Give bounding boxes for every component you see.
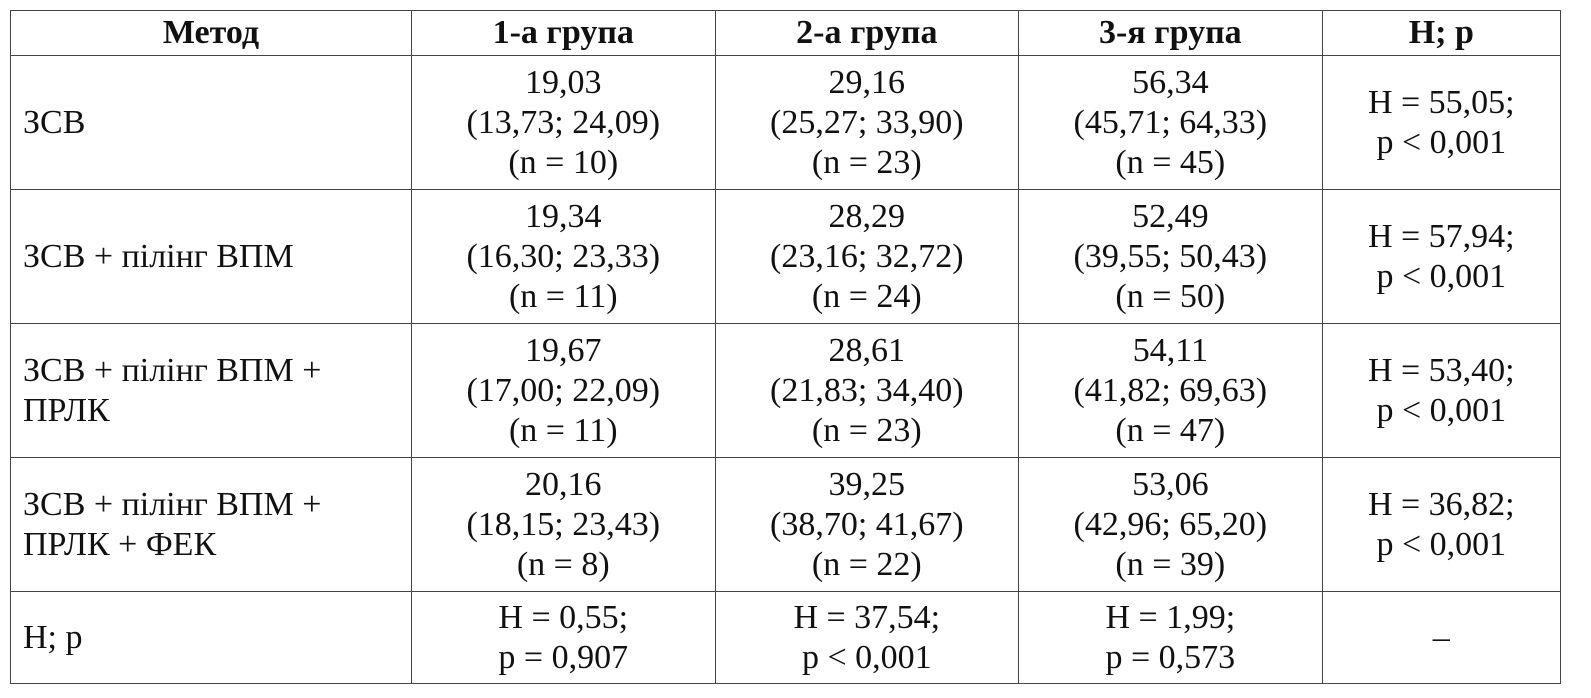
data-cell: 29,16 (25,27; 33,90) (n = 23) [714,55,1020,190]
table-body: ЗСВ 19,03 (13,73; 24,09) (n = 10) 29,16 (25,2… [10,55,1562,684]
cell-line: H = 36,82; [1367,485,1515,523]
cell-line: (18,15; 23,43) [466,505,661,543]
cell-line: 29,16 [828,63,906,101]
cell-line: 19,03 [525,63,602,101]
data-cell: 19,67 (17,00; 22,09) (n = 11) [411,323,716,458]
cell-line: p < 0,001 [1376,123,1507,161]
cell-line: – [1432,618,1450,656]
cell-line: 52,49 [1132,197,1209,235]
cell-line: 28,61 [828,331,906,369]
data-cell: 39,25 (38,70; 41,67) (n = 22) [714,457,1020,592]
cell-line: (n = 50) [1115,277,1226,315]
data-cell: H = 37,54; p < 0,001 [714,591,1020,684]
header-cell: Метод [10,10,412,56]
cell-line: (n = 11) [508,411,618,449]
cell-line: (n = 23) [811,143,922,181]
data-cell: 28,29 (23,16; 32,72) (n = 24) [714,189,1020,324]
table-head: Метод 1-а група 2-а група 3-я група H; p [10,10,1562,56]
cell-line: H = 57,94; [1367,217,1515,255]
data-cell: 20,16 (18,15; 23,43) (n = 8) [411,457,716,592]
cell-line: (n = 45) [1115,143,1226,181]
cell-line: (16,30; 23,33) [466,237,661,275]
cell-line: (25,27; 33,90) [770,103,964,141]
cell-line: 54,11 [1132,331,1208,369]
cell-line: p < 0,001 [1376,257,1507,295]
cell-line: (n = 8) [516,545,610,583]
cell-line: 53,06 [1132,465,1209,503]
header-row: Метод 1-а група 2-а група 3-я група H; p [10,10,1562,56]
method-cell: ЗСВ [10,55,412,190]
cell-line: (n = 22) [811,545,922,583]
cell-line: (n = 47) [1115,411,1226,449]
data-cell: 19,34 (16,30; 23,33) (n = 11) [411,189,716,324]
cell-line: H = 53,40; [1367,351,1515,389]
cell-line: (41,82; 69,63) [1073,371,1268,409]
cell-line: p < 0,001 [1376,525,1507,563]
data-cell: 54,11 (41,82; 69,63) (n = 47) [1018,323,1323,458]
method-cell: ЗСВ + пілінг ВПМ + ПРЛК [10,323,412,458]
cell-line: 28,29 [828,197,906,235]
header-cell: H; p [1321,10,1562,56]
data-cell: 52,49 (39,55; 50,43) (n = 50) [1018,189,1323,324]
cell-line: p = 0,907 [498,638,629,676]
data-cell: 28,61 (21,83; 34,40) (n = 23) [714,323,1020,458]
cell-line: (n = 10) [508,143,619,181]
results-table: Метод 1-а група 2-а група 3-я група H; p ЗСВ… [10,10,1562,684]
cell-line: 56,34 [1132,63,1209,101]
cell-line: (n = 39) [1115,545,1226,583]
cell-line: 39,25 [828,465,906,503]
data-cell: 53,06 (42,96; 65,20) (n = 39) [1018,457,1323,592]
cell-line: (45,71; 64,33) [1073,103,1268,141]
method-cell: ЗСВ + пілінг ВПМ + ПРЛК + ФЕК [10,457,412,592]
cell-line: (38,70; 41,67) [770,505,964,543]
data-cell: 56,34 (45,71; 64,33) (n = 45) [1018,55,1323,190]
cell-line: p < 0,001 [1376,391,1507,429]
cell-line: p < 0,001 [801,638,932,676]
header-cell: 2-а група [714,10,1020,56]
method-cell: H; p [10,591,412,684]
cell-line: H = 1,99; [1105,598,1236,636]
data-cell: – [1321,591,1562,684]
cell-line: (42,96; 65,20) [1073,505,1268,543]
method-cell: ЗСВ + пілінг ВПМ [10,189,412,324]
cell-line: 19,67 [525,331,602,369]
cell-line: 19,34 [525,197,602,235]
cell-line: (n = 23) [811,411,922,449]
cell-line: (n = 24) [811,277,922,315]
data-cell: H = 55,05; p < 0,001 [1321,55,1562,190]
data-cell: H = 57,94; p < 0,001 [1321,189,1562,324]
cell-line: (21,83; 34,40) [770,371,964,409]
cell-line: (n = 11) [508,277,618,315]
table-row: ЗСВ + пілінг ВПМ + ПРЛК + ФЕК 20,16 (18,15… [10,457,1562,592]
table-row: ЗСВ + пілінг ВПМ + ПРЛК 19,67 (17,00; 22,0… [10,323,1562,458]
cell-line: H = 55,05; [1367,83,1515,121]
cell-line: H = 0,55; [498,598,629,636]
data-cell: H = 0,55; p = 0,907 [411,591,716,684]
table-row: ЗСВ 19,03 (13,73; 24,09) (n = 10) 29,16 (25,2… [10,55,1562,190]
cell-line: (17,00; 22,09) [466,371,661,409]
header-cell: 1-а група [411,10,716,56]
cell-line: H = 37,54; [793,598,941,636]
data-cell: 19,03 (13,73; 24,09) (n = 10) [411,55,716,190]
cell-line: p = 0,573 [1105,638,1236,676]
data-cell: H = 53,40; p < 0,001 [1321,323,1562,458]
cell-line: (23,16; 32,72) [770,237,964,275]
table-row: ЗСВ + пілінг ВПМ 19,34 (16,30; 23,33) (n = … [10,189,1562,324]
data-cell: H = 36,82; p < 0,001 [1321,457,1562,592]
data-cell: H = 1,99; p = 0,573 [1018,591,1323,684]
cell-line: (13,73; 24,09) [466,103,661,141]
cell-line: 20,16 [525,465,602,503]
header-cell: 3-я група [1018,10,1323,56]
cell-line: (39,55; 50,43) [1073,237,1268,275]
